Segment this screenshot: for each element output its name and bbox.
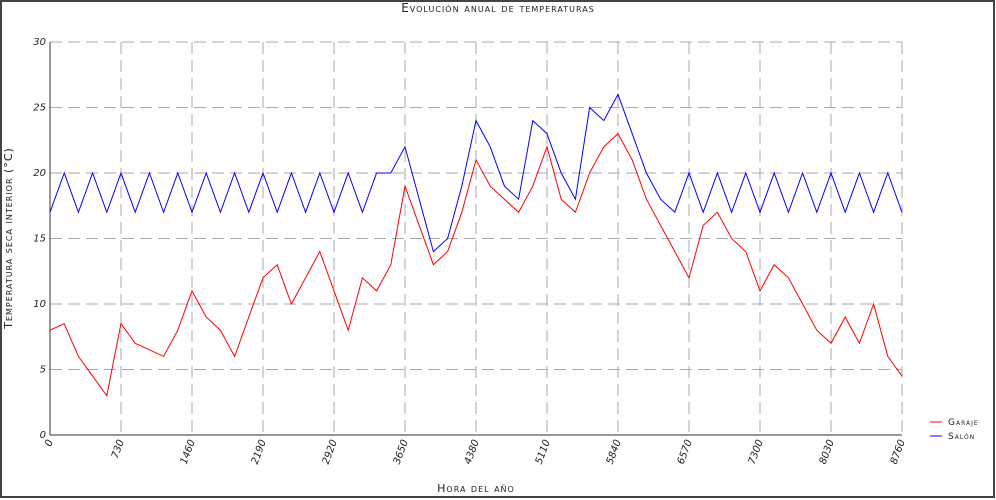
y-tick-label: 10 — [33, 299, 46, 310]
line-series — [49, 93, 903, 253]
legend-label: Salón — [948, 432, 975, 442]
line-series — [49, 132, 903, 397]
y-tick-label: 0 — [40, 430, 46, 441]
chart-title: Evolución anual de temperaturas — [401, 1, 595, 15]
y-tick-label: 5 — [40, 365, 46, 376]
y-axis-label: Temperatura seca interior (°C) — [2, 147, 15, 330]
y-tick-label: 15 — [33, 234, 46, 245]
y-tick-label: 20 — [33, 168, 46, 179]
legend-label: Garaje — [948, 418, 979, 428]
x-axis-label: Hora del año — [437, 482, 515, 495]
x-tick-label: 0 — [43, 438, 56, 448]
y-tick-label: 25 — [33, 103, 46, 114]
y-tick-label: 30 — [33, 37, 46, 48]
